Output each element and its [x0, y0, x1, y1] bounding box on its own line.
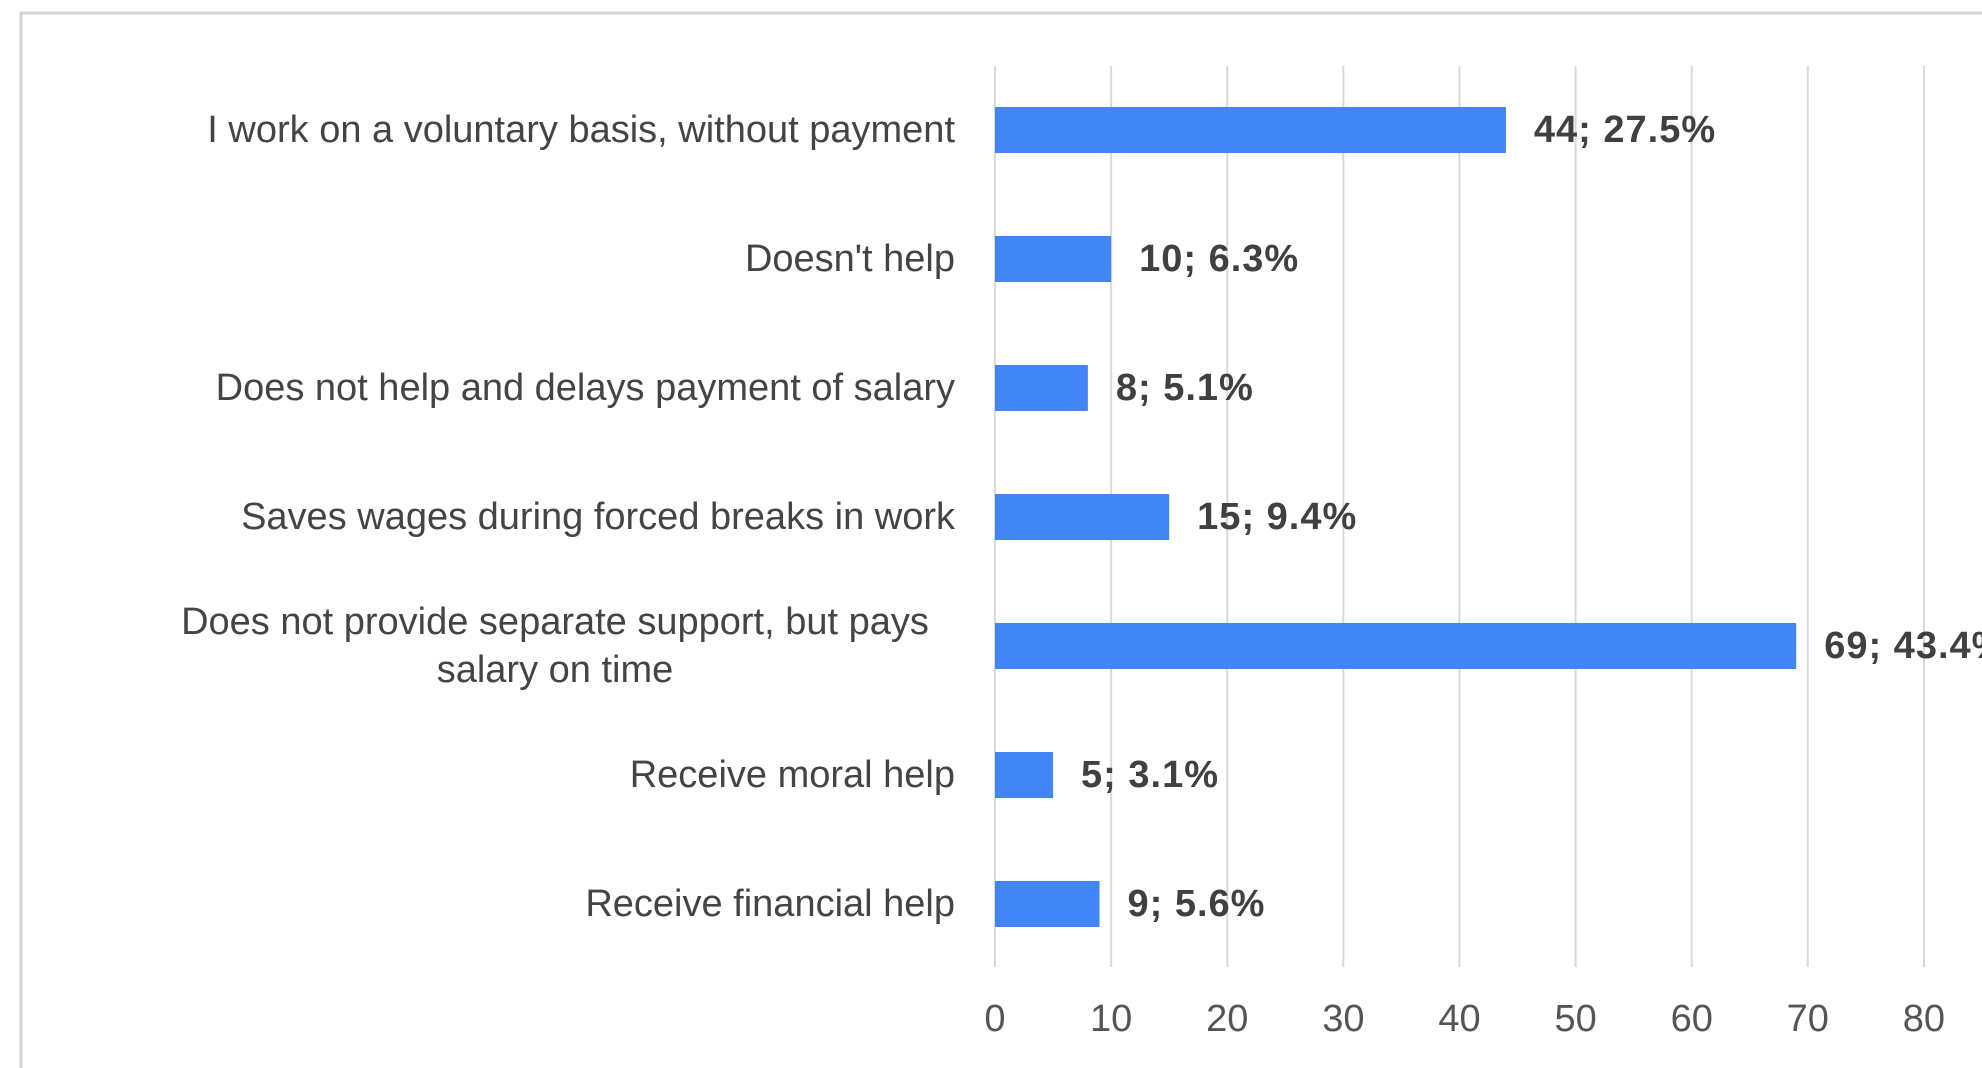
x-tick-label: 10: [1090, 998, 1132, 1040]
bar: [995, 365, 1088, 411]
data-label: 69; 43.4%: [1824, 625, 1982, 667]
x-tick-label: 0: [984, 998, 1005, 1040]
y-tick-label: Receive financial help: [585, 883, 955, 925]
data-label: 5; 3.1%: [1081, 754, 1219, 796]
category-label-box: Receive moral help: [135, 715, 955, 835]
x-tick-label: 20: [1206, 998, 1248, 1040]
x-tick-label: 70: [1787, 998, 1829, 1040]
y-tick-label: I work on a voluntary basis, without pay…: [207, 109, 955, 151]
data-label: 44; 27.5%: [1534, 109, 1716, 151]
data-label: 10; 6.3%: [1139, 238, 1299, 280]
x-tick-label: 30: [1322, 998, 1364, 1040]
x-tick-label: 40: [1438, 998, 1480, 1040]
category-label-box: Does not help and delays payment of sala…: [135, 328, 955, 448]
x-tick-label: 50: [1554, 998, 1596, 1040]
bar: [995, 236, 1112, 282]
y-tick-label: Does not help and delays payment of sala…: [215, 367, 955, 409]
category-label-box: Does not provide separate support, but p…: [135, 586, 955, 706]
y-tick-label: Saves wages during forced breaks in work: [241, 496, 955, 538]
category-label-box: I work on a voluntary basis, without pay…: [135, 70, 955, 190]
x-tick-label: 80: [1903, 998, 1945, 1040]
category-label-box: Saves wages during forced breaks in work: [135, 457, 955, 577]
data-label: 8; 5.1%: [1116, 367, 1254, 409]
bar: [995, 752, 1054, 798]
bar: [995, 494, 1170, 540]
category-label-box: Doesn't help: [135, 199, 955, 319]
y-tick-label: Receive moral help: [629, 754, 955, 796]
data-label: 9; 5.6%: [1128, 883, 1266, 925]
y-tick-label: Does not provide separate support, but p…: [181, 601, 929, 691]
x-tick-label: 60: [1671, 998, 1713, 1040]
bar: [995, 881, 1100, 927]
bar: [995, 107, 1506, 153]
bar: [995, 623, 1797, 669]
category-label-box: Receive financial help: [135, 844, 955, 964]
data-label: 15; 9.4%: [1197, 496, 1357, 538]
chart-frame: [19, 11, 1982, 1068]
y-tick-label: Doesn't help: [744, 238, 955, 280]
